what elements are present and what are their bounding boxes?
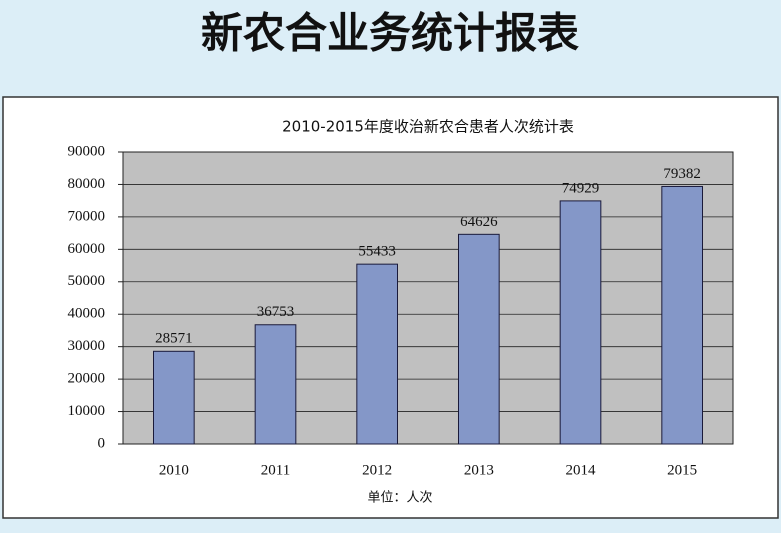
y-tick-label: 50000 — [68, 273, 106, 289]
data-label: 79382 — [663, 166, 701, 182]
data-label: 28571 — [155, 331, 193, 347]
x-tick-label: 2013 — [464, 462, 494, 478]
y-tick-label: 10000 — [68, 403, 106, 419]
data-label: 55433 — [358, 244, 396, 260]
x-tick-label: 2010 — [159, 462, 189, 478]
y-tick-label: 60000 — [68, 241, 106, 257]
x-axis-label: 单位：人次 — [367, 490, 432, 506]
bar — [559, 200, 602, 445]
data-label: 36753 — [257, 304, 295, 320]
bar — [661, 185, 703, 445]
y-tick-label: 20000 — [68, 371, 106, 387]
y-tick-label: 40000 — [68, 306, 106, 322]
bar — [153, 350, 195, 445]
y-tick-label: 70000 — [68, 208, 106, 224]
y-tick-label: 30000 — [68, 338, 106, 354]
bar — [458, 233, 500, 445]
x-tick-label: 2011 — [261, 462, 290, 478]
page-title: 新农合业务统计报表 — [201, 9, 579, 58]
y-tick-label: 0 — [98, 435, 106, 451]
data-label: 74929 — [562, 180, 600, 196]
bar — [254, 324, 297, 445]
y-tick-label: 90000 — [68, 143, 106, 159]
x-tick-label: 2012 — [362, 462, 392, 478]
bar — [356, 263, 399, 445]
x-tick-label: 2014 — [566, 462, 597, 478]
plot-area — [122, 151, 734, 445]
y-tick-label: 80000 — [68, 176, 106, 192]
x-tick-label: 2015 — [667, 462, 697, 478]
chart-title: 2010-2015年度收治新农合患者人次统计表 — [282, 118, 574, 136]
data-label: 64626 — [460, 214, 498, 230]
